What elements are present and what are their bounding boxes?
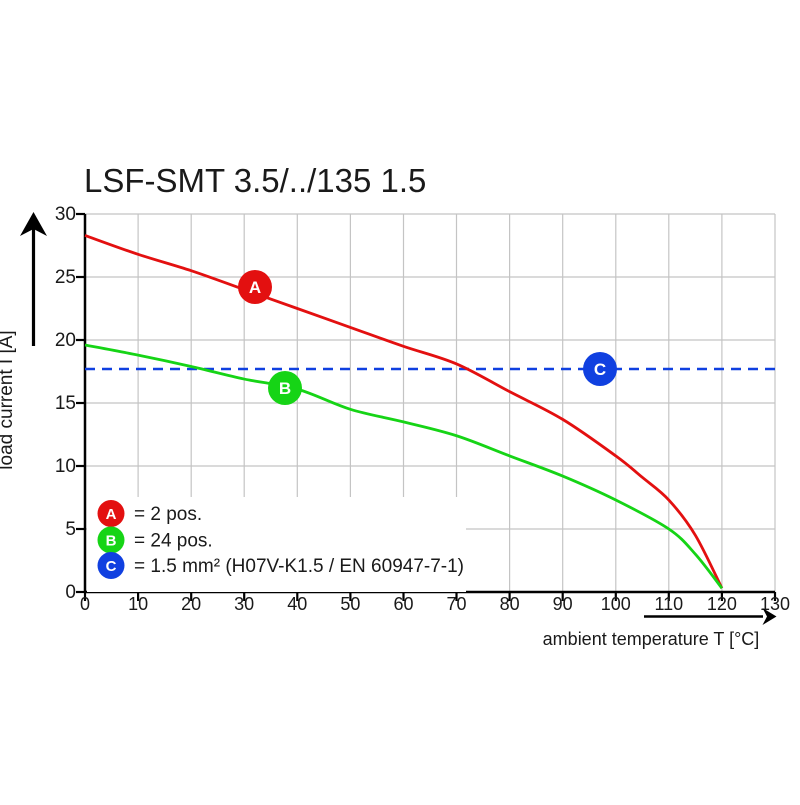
svg-text:B: B bbox=[106, 533, 117, 550]
svg-text:10: 10 bbox=[128, 594, 148, 614]
svg-text:50: 50 bbox=[340, 594, 360, 614]
svg-text:C: C bbox=[594, 360, 606, 379]
svg-text:= 2 pos.: = 2 pos. bbox=[134, 504, 202, 525]
svg-text:load current I [A]: load current I [A] bbox=[0, 330, 17, 469]
svg-text:90: 90 bbox=[553, 594, 573, 614]
svg-text:A: A bbox=[249, 278, 261, 297]
svg-text:30: 30 bbox=[55, 204, 76, 225]
svg-text:= 1.5 mm² (H07V-K1.5 / EN 6094: = 1.5 mm² (H07V-K1.5 / EN 60947-7-1) bbox=[134, 556, 464, 577]
svg-text:ambient temperature T [°C]: ambient temperature T [°C] bbox=[543, 629, 760, 649]
svg-text:15: 15 bbox=[55, 393, 76, 414]
svg-text:110: 110 bbox=[654, 594, 683, 614]
svg-text:100: 100 bbox=[601, 594, 631, 614]
svg-text:5: 5 bbox=[65, 519, 76, 540]
svg-text:A: A bbox=[106, 506, 117, 523]
svg-text:70: 70 bbox=[446, 594, 466, 614]
svg-text:B: B bbox=[279, 379, 291, 398]
svg-text:80: 80 bbox=[500, 594, 520, 614]
svg-text:20: 20 bbox=[55, 330, 76, 351]
svg-text:25: 25 bbox=[55, 267, 76, 288]
svg-text:= 24 pos.: = 24 pos. bbox=[134, 531, 213, 552]
svg-text:60: 60 bbox=[393, 594, 413, 614]
svg-text:LSF-SMT 3.5/../135 1.5: LSF-SMT 3.5/../135 1.5 bbox=[84, 162, 426, 199]
svg-text:10: 10 bbox=[55, 456, 76, 477]
svg-text:40: 40 bbox=[287, 594, 307, 614]
svg-text:20: 20 bbox=[181, 594, 201, 614]
svg-text:0: 0 bbox=[80, 594, 90, 614]
svg-text:C: C bbox=[106, 558, 117, 575]
svg-text:30: 30 bbox=[234, 594, 254, 614]
svg-text:120: 120 bbox=[707, 594, 737, 614]
svg-text:0: 0 bbox=[65, 582, 76, 603]
